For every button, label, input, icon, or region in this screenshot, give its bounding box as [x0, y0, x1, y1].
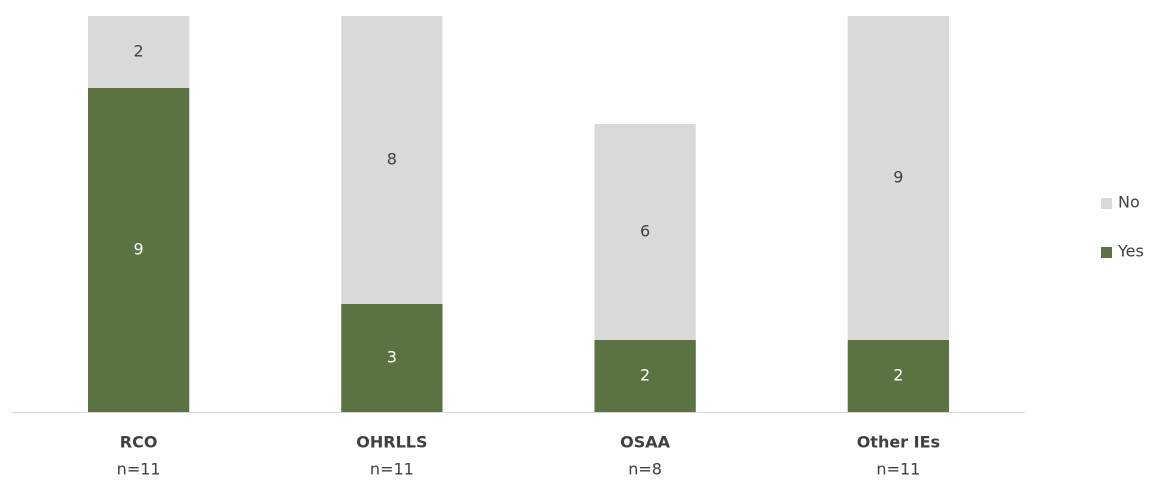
data-label: 2 — [893, 366, 903, 385]
legend-label: Yes — [1117, 242, 1144, 261]
data-label: 6 — [640, 222, 650, 241]
data-label: 3 — [387, 348, 397, 367]
x-tick-sublabel: n=11 — [876, 460, 920, 479]
data-label: 9 — [134, 240, 144, 259]
x-tick-sublabel: n=8 — [628, 460, 662, 479]
legend-swatch — [1101, 198, 1112, 209]
x-tick-label: OSAA — [620, 433, 671, 452]
x-tick-label: OHRLLS — [356, 433, 427, 452]
bar-segment — [341, 16, 443, 304]
bar-segment — [847, 340, 950, 412]
bar-segment — [594, 124, 696, 340]
data-label: 2 — [640, 366, 650, 385]
bar-segment — [87, 16, 190, 88]
bar-segment — [87, 88, 190, 412]
data-label: 8 — [387, 150, 397, 169]
x-tick-label: Other IEs — [857, 433, 940, 452]
x-tick-label: RCO — [120, 433, 158, 452]
data-label: 2 — [134, 42, 144, 61]
x-tick-sublabel: n=11 — [370, 460, 414, 479]
legend-swatch — [1101, 247, 1112, 258]
x-tick-sublabel: n=11 — [117, 460, 161, 479]
data-label: 9 — [893, 168, 903, 187]
bar-segment — [594, 340, 696, 412]
bar-segment — [341, 304, 443, 412]
legend-label: No — [1118, 193, 1140, 212]
bar-segment — [847, 16, 950, 340]
